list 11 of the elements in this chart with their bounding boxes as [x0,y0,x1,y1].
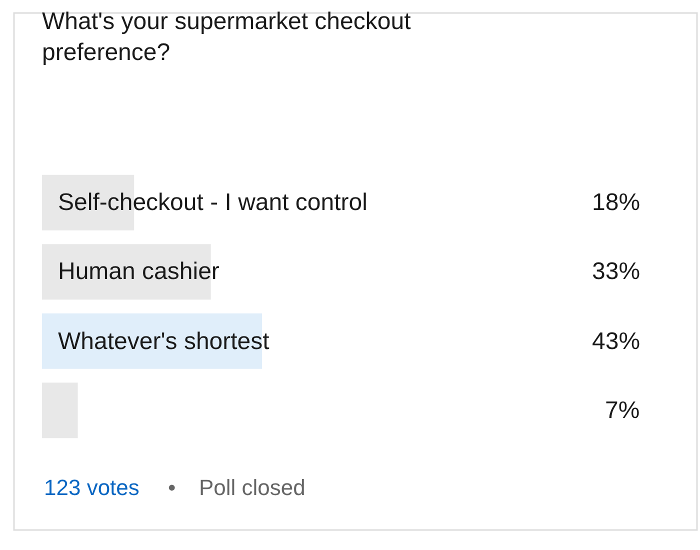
y-tick-label: Human cashier [58,258,220,285]
chart-title: What's your supermarket checkout preference? [42,8,412,66]
data-label: 43% [592,328,640,355]
text: Poll closed [199,475,306,500]
data-label: 18% [592,189,640,216]
y-tick-label: Whatever's shortest [58,328,270,355]
text: • [168,475,176,500]
data-label: 7% [605,397,640,424]
data-label: 33% [592,258,640,285]
text: 123 votes [44,475,140,500]
y-tick-label: Self-checkout - I want control [58,189,368,216]
